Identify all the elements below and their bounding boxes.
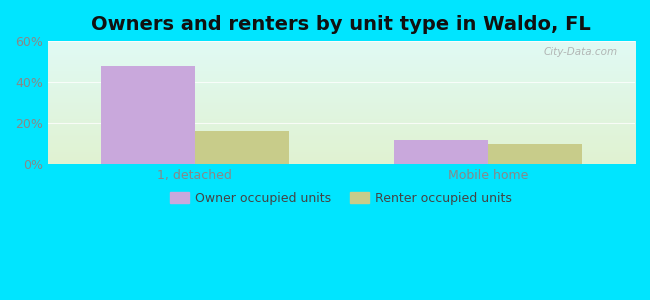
Title: Owners and renters by unit type in Waldo, FL: Owners and renters by unit type in Waldo… <box>92 15 592 34</box>
Legend: Owner occupied units, Renter occupied units: Owner occupied units, Renter occupied un… <box>166 187 517 210</box>
Text: City-Data.com: City-Data.com <box>543 47 618 57</box>
Bar <box>194 131 289 164</box>
Bar <box>488 144 582 164</box>
Bar <box>101 66 194 164</box>
Bar <box>394 140 488 164</box>
